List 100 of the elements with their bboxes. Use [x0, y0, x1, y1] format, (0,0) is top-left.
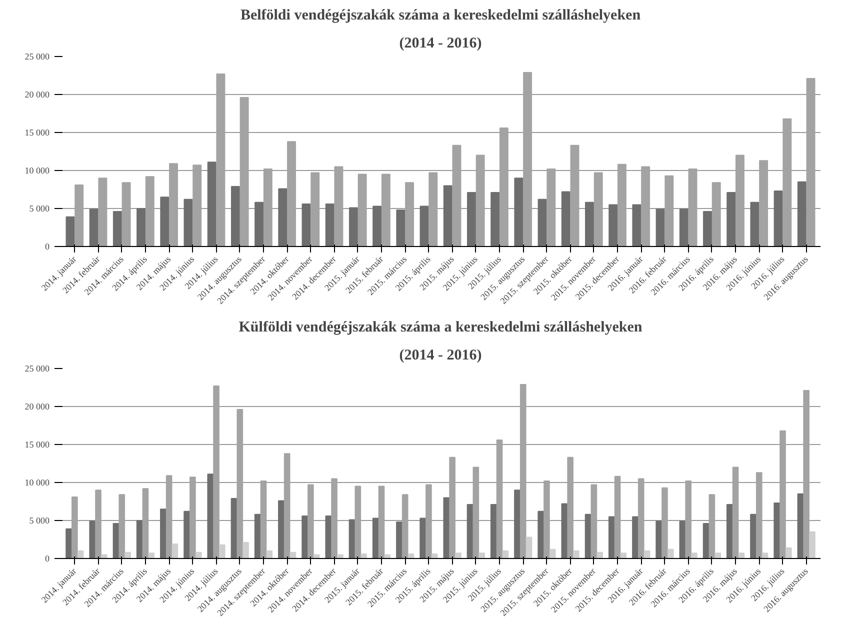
bar	[750, 202, 760, 246]
bar	[584, 514, 592, 558]
y-tick-label: 5 000	[29, 204, 50, 214]
bar	[112, 211, 122, 246]
bar	[490, 504, 497, 558]
bar	[396, 210, 406, 246]
bar	[89, 520, 96, 558]
bar	[77, 550, 84, 558]
y-tick-label: 5 000	[29, 516, 50, 526]
bar	[526, 536, 532, 558]
bar	[785, 547, 792, 558]
y-tick-label: 20 000	[24, 90, 50, 100]
bar	[420, 518, 426, 558]
bar	[360, 553, 367, 558]
bar	[762, 552, 768, 558]
bar	[726, 192, 736, 246]
bar	[750, 514, 756, 558]
bar	[714, 552, 721, 558]
bar	[596, 552, 603, 558]
bar	[160, 196, 170, 246]
bar	[278, 188, 288, 246]
bar	[608, 516, 615, 558]
bar	[538, 510, 544, 558]
bar	[656, 208, 665, 246]
bar	[797, 181, 806, 246]
bar	[184, 510, 190, 558]
y-tick-label: 10 000	[24, 478, 50, 488]
y-tick-label: 0	[45, 554, 50, 564]
bar	[514, 490, 520, 558]
bar	[726, 504, 733, 558]
bar	[254, 202, 264, 246]
bar	[632, 204, 642, 246]
bar	[573, 550, 580, 558]
bar	[538, 198, 547, 246]
y-tick-label: 0	[45, 242, 50, 252]
bar	[443, 185, 452, 246]
bar	[396, 522, 402, 558]
bar	[691, 552, 698, 558]
chart-title: Belföldi vendégéjszakák száma a kereskedelmi szálláshelyeken	[240, 8, 642, 24]
bar	[148, 552, 155, 558]
bar	[66, 216, 75, 246]
bar	[372, 518, 379, 558]
bar	[514, 178, 524, 246]
bar	[101, 554, 108, 558]
bar	[254, 514, 261, 558]
bar	[302, 203, 311, 246]
y-tick-label: 25 000	[24, 364, 50, 374]
bar	[502, 550, 509, 558]
bar	[66, 528, 72, 558]
bar	[632, 516, 638, 558]
bar	[230, 186, 240, 246]
bar	[667, 548, 674, 558]
bar	[266, 550, 273, 558]
bar	[372, 206, 382, 246]
bar	[585, 202, 594, 246]
bar	[644, 550, 650, 558]
bar	[608, 204, 618, 246]
bar	[490, 192, 500, 246]
bar	[549, 548, 556, 558]
bar	[679, 208, 688, 246]
bar	[219, 544, 226, 558]
bar	[337, 554, 344, 558]
bar	[278, 500, 284, 558]
chart-subtitle: (2014 - 2016)	[399, 348, 482, 364]
bar	[348, 207, 358, 246]
bar	[384, 554, 391, 558]
bar	[302, 515, 308, 558]
bar	[702, 523, 710, 558]
bar	[420, 206, 429, 246]
bar	[774, 190, 783, 246]
bar	[207, 162, 216, 246]
bar	[656, 520, 662, 558]
bar	[184, 198, 193, 246]
y-tick-label: 15 000	[24, 440, 50, 450]
bar	[620, 552, 627, 558]
bar	[313, 554, 320, 558]
bar	[466, 192, 476, 246]
bar	[325, 515, 332, 558]
bar	[89, 208, 98, 246]
bar	[443, 497, 450, 558]
bar	[172, 544, 178, 558]
bar	[738, 552, 745, 558]
bar	[478, 552, 485, 558]
y-tick-label: 25 000	[24, 52, 50, 62]
bar	[561, 191, 570, 246]
bar	[325, 203, 334, 246]
bar	[431, 553, 438, 558]
bar	[809, 531, 816, 558]
y-tick-label: 20 000	[24, 402, 50, 412]
y-tick-label: 15 000	[24, 128, 50, 138]
bar	[455, 552, 462, 558]
chart-subtitle: (2014 - 2016)	[399, 36, 482, 52]
bar	[124, 552, 131, 558]
bar	[242, 542, 249, 558]
bar	[136, 520, 143, 558]
bar	[774, 502, 780, 558]
y-tick-label: 10 000	[24, 166, 50, 176]
bar	[703, 211, 712, 246]
bar	[136, 208, 146, 246]
bar	[207, 474, 214, 558]
